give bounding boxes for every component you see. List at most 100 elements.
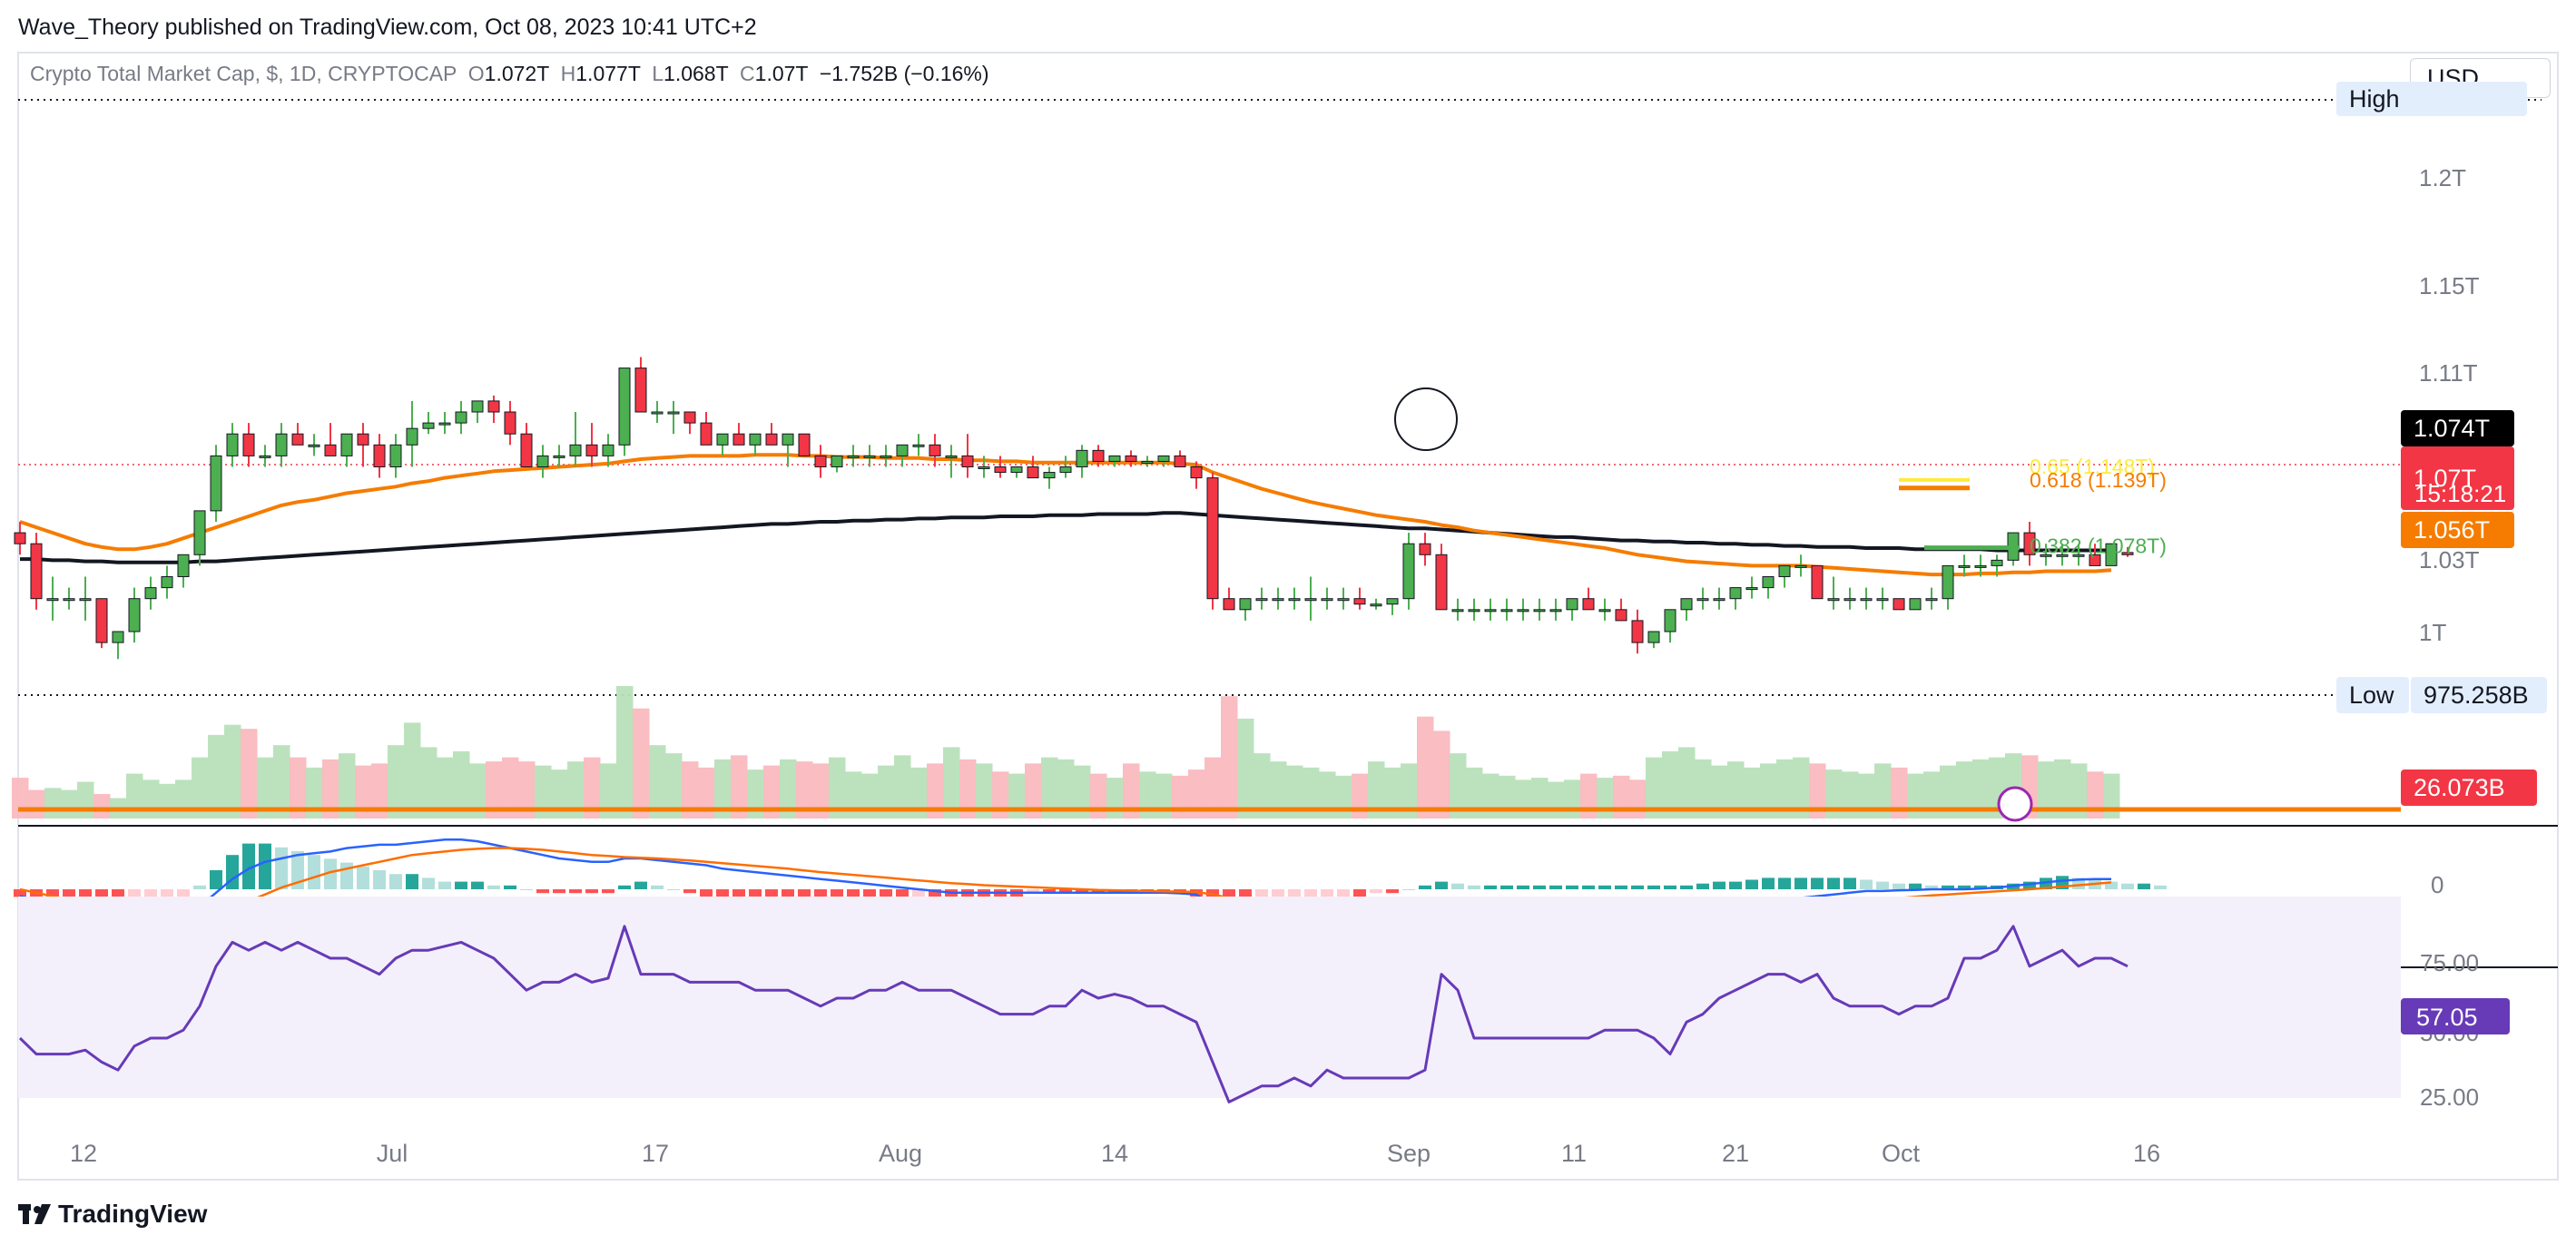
tradingview-logo-icon: [18, 1204, 51, 1224]
candle-body: [814, 455, 827, 467]
volume-bar: [1793, 757, 1810, 819]
macd-histogram-bar: [1909, 883, 1922, 889]
symbol-name[interactable]: Crypto Total Market Cap, $, 1D, CRYPTOCA…: [30, 62, 457, 85]
low-value: 1.068T: [664, 62, 729, 85]
macd-histogram-bar: [242, 843, 255, 889]
volume-bar: [1858, 773, 1875, 819]
volume-bar: [241, 729, 258, 819]
volume-bar: [306, 767, 323, 819]
macd-histogram-bar: [1827, 877, 1840, 889]
candle-body: [226, 433, 239, 456]
volume-bar: [77, 781, 94, 819]
macd-histogram-bar: [2154, 885, 2167, 889]
candle-body: [1942, 564, 1954, 600]
volume-bar: [453, 750, 470, 819]
volume-bar: [1776, 759, 1794, 819]
candle-body: [1419, 543, 1431, 555]
volume-bar: [551, 770, 568, 819]
candle-body: [1141, 460, 1154, 464]
x-axis-tick: Sep: [1387, 1140, 1431, 1167]
volume-bar: [1352, 773, 1369, 819]
volume-bar: [1874, 763, 1892, 819]
candle-body: [1321, 598, 1333, 602]
volume-bar: [1629, 779, 1647, 819]
candle-body: [14, 532, 26, 544]
macd-histogram-bar: [1598, 885, 1611, 889]
macd-histogram-bar: [1942, 885, 1954, 889]
rsi-tag-bg: [2401, 998, 2510, 1034]
macd-histogram-bar: [1729, 881, 1742, 889]
candle-body: [308, 444, 320, 447]
chart-border: [17, 52, 2559, 1181]
volume-bar: [1891, 767, 1908, 819]
candle-body: [880, 455, 892, 458]
volume-bar: [1237, 718, 1254, 819]
macd-histogram-bar: [732, 889, 745, 897]
candle-body: [504, 411, 516, 435]
macd-histogram-bar: [422, 877, 435, 889]
candle-body: [324, 444, 337, 456]
macd-histogram-bar: [504, 885, 516, 889]
volume-bar: [1531, 778, 1549, 819]
macd-histogram-bar: [520, 889, 533, 890]
candle-body: [1680, 598, 1693, 611]
candle-body: [1353, 598, 1366, 605]
candle-body: [1696, 598, 1709, 602]
candle-body: [1713, 598, 1726, 602]
volume-bar: [93, 794, 111, 819]
macd-histogram-bar: [1713, 881, 1726, 889]
candle-body: [1811, 564, 1824, 600]
axes: 1T 1.03T 1.11T 1.15T 1.2T High Low 975.258B 1.07…: [70, 82, 2547, 1167]
volume-bar: [1613, 775, 1630, 819]
candle-body: [242, 433, 255, 456]
macd-histogram-bar: [193, 885, 206, 889]
volume-bar: [1368, 761, 1385, 819]
candle-body: [1190, 466, 1203, 479]
candle-body: [961, 455, 974, 467]
volume-bar: [812, 763, 830, 819]
price-axis-tick: 1.15T: [2419, 272, 2480, 299]
countdown-timer: 15:18:21: [2414, 480, 2506, 507]
volume-bar: [486, 761, 503, 819]
macd-histogram-bar: [765, 889, 778, 897]
candle-body: [1451, 609, 1464, 613]
volume-bar: [616, 686, 634, 819]
candle-body: [1043, 472, 1056, 479]
volume-bar: [731, 755, 748, 819]
rsi-axis-tick: 75.00: [2420, 949, 2479, 976]
volume-bar: [1221, 696, 1238, 819]
candle-body: [912, 444, 925, 447]
volume-bar: [910, 767, 928, 819]
volume-bar: [1940, 765, 1957, 819]
macd-histogram-bar: [585, 889, 598, 894]
candle-body: [602, 444, 615, 456]
volume-bar: [224, 724, 241, 819]
candle-body: [357, 433, 369, 446]
candle-body: [1991, 559, 2003, 566]
tradingview-brand[interactable]: TradingView: [18, 1200, 207, 1229]
volume-bar: [273, 745, 290, 819]
candle-body: [585, 444, 598, 456]
candle-body: [1745, 587, 1758, 591]
x-axis-tick: 14: [1101, 1140, 1128, 1167]
macd-histogram-bar: [651, 885, 664, 889]
macd-histogram-bar: [2023, 881, 2036, 889]
volume-bar: [2054, 759, 2071, 819]
candle-body: [929, 444, 941, 456]
volume-bar: [1090, 773, 1107, 819]
candle-body: [1517, 609, 1529, 613]
macd-histogram-bar: [1876, 881, 1889, 889]
volume-bar: [2070, 763, 2088, 819]
macd-histogram-bar: [667, 889, 680, 890]
candle-body: [700, 422, 713, 446]
fib-0382-label: 0.382 (1.078T): [2030, 534, 2167, 558]
volume-bar: [1727, 761, 1745, 819]
volume-bar: [355, 765, 372, 819]
candle-body: [683, 411, 696, 424]
macd-histogram-bar: [373, 870, 386, 889]
volume-bar: [1139, 771, 1156, 819]
candle-body: [634, 368, 647, 413]
volume-bar: [796, 761, 813, 819]
candle-body: [1909, 598, 1922, 611]
